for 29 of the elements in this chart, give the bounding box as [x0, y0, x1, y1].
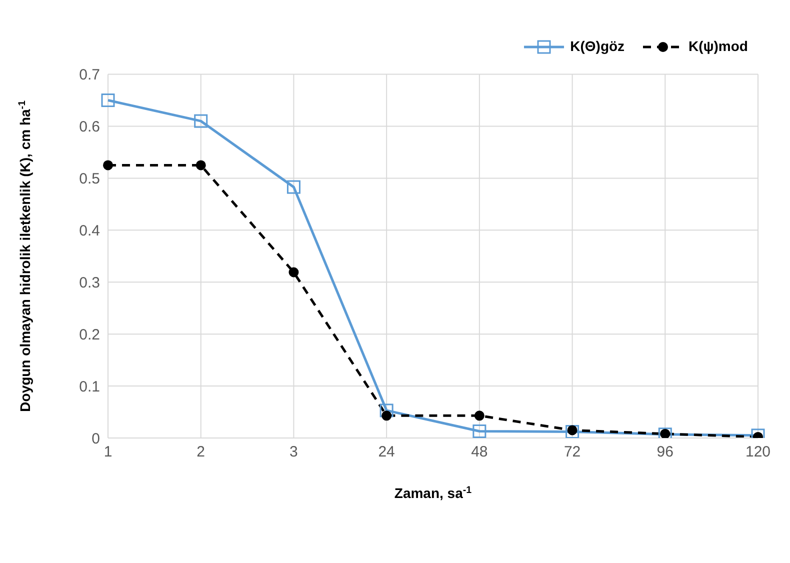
y-tick-label: 0.2 — [79, 326, 100, 344]
y-tick-label: 0.3 — [79, 274, 100, 292]
x-tick-label: 2 — [196, 444, 206, 461]
y-tick-label: 0.7 — [79, 66, 100, 84]
y-tick-label: 0.1 — [79, 378, 100, 396]
x-tick-label: 120 — [745, 444, 771, 461]
point — [474, 410, 484, 421]
y-tick-label: 0.6 — [79, 118, 100, 136]
point — [196, 160, 206, 170]
y-tick-label: 0 — [92, 430, 100, 448]
y-tick-label: 0.4 — [79, 222, 100, 240]
x-tick-label: 3 — [290, 444, 298, 461]
point — [194, 114, 208, 128]
point — [286, 180, 300, 194]
y-tick-label: 0.5 — [79, 170, 100, 188]
x-tick-label: 1 — [104, 444, 112, 461]
legend-label: K(ψ)mod — [687, 38, 748, 54]
x-tick-label: 96 — [656, 444, 674, 461]
point — [380, 404, 394, 418]
point — [103, 160, 113, 170]
x-tick-label: 48 — [471, 444, 488, 461]
x-axis-title: Zaman, sa$^{-1}$ — [394, 484, 472, 501]
x-tick-label: 24 — [378, 444, 395, 461]
x-tick-label: 72 — [564, 444, 581, 461]
legend-label: K(Θ)göz — [569, 38, 625, 54]
point — [101, 94, 115, 108]
point — [566, 425, 580, 438]
point — [472, 424, 486, 438]
point — [288, 267, 299, 278]
